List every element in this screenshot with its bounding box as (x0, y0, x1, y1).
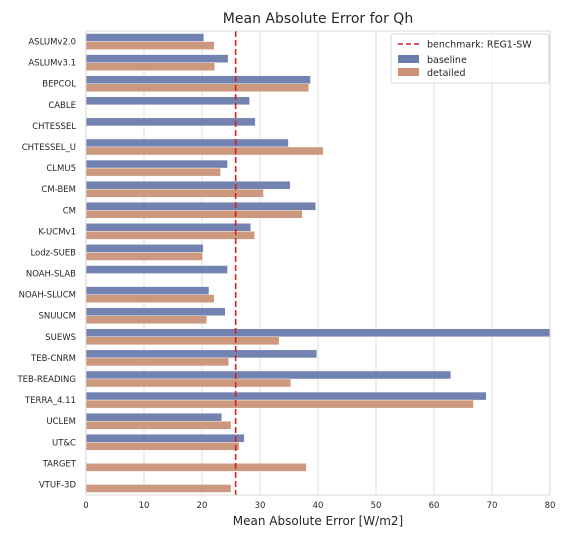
bar-detailed (85, 315, 207, 324)
bar-detailed (85, 62, 215, 71)
bar-detailed (85, 188, 264, 198)
bar-baseline (85, 75, 311, 84)
bar-detailed (85, 378, 291, 388)
bar-detailed (85, 357, 229, 367)
plot-frame (85, 30, 551, 496)
y-tick-label: SNUUCM (39, 312, 76, 322)
y-tick-label: TERRA_4.11 (24, 396, 76, 406)
y-tick-labels: ASLUMv2.0 ASLUMv3.1 BEPCOL CABLE CHTESSEL CHT… (16, 38, 76, 491)
legend-box (390, 33, 550, 84)
legend-benchmark-label: benchmark: REG1-SW (427, 40, 532, 51)
bar-baseline (85, 180, 291, 190)
y-tick-label: Lodz-SUEB (30, 248, 76, 258)
bar-detailed (85, 83, 309, 92)
x-tick-label: 30 (255, 501, 266, 511)
bar-baseline (85, 349, 318, 359)
y-tick-label: CABLE (48, 101, 76, 111)
x-tick-label: 80 (545, 501, 556, 511)
y-tick-label: TEB-READING (16, 375, 76, 385)
bar-detailed (85, 463, 307, 472)
bar-detailed (85, 210, 303, 219)
bar-baseline (85, 286, 210, 295)
y-tick-label: TEB-CNRM (30, 354, 76, 364)
y-tick-label: CHTESSEL_U (22, 143, 76, 153)
bar-detailed (85, 231, 255, 240)
bar-detailed (85, 41, 215, 50)
bar-baseline (85, 244, 204, 253)
bar-detailed (85, 420, 232, 430)
bar-detailed (85, 146, 324, 156)
chart-title: Mean Absolute Error for Qh (223, 11, 413, 27)
x-tick-label: 40 (313, 501, 324, 511)
y-tick-label: SUEWS (45, 333, 76, 343)
bar-baseline (85, 328, 551, 338)
y-tick-label: NOAH-SLUCM (19, 291, 76, 301)
y-tick-label: VTUF-3D (39, 480, 77, 490)
bar-baseline (85, 412, 222, 422)
bar-detailed (85, 294, 215, 303)
y-tick-label: CM (63, 206, 76, 216)
x-tick-label: 50 (371, 501, 382, 511)
bar-baseline (85, 138, 289, 148)
bar-baseline (85, 370, 452, 380)
bar-detailed (85, 442, 240, 451)
legend: benchmark: REG1-SW baseline detailed (390, 33, 550, 84)
legend-baseline-label: baseline (427, 55, 467, 66)
bar-detailed (85, 399, 474, 409)
bar-baseline (85, 54, 229, 63)
y-tick-label: CHTESSEL (32, 122, 76, 132)
bar-detailed (85, 167, 221, 177)
legend-detailed-label: detailed (427, 68, 466, 79)
bar-baseline (85, 223, 251, 232)
y-tick-label: UT&C (52, 438, 76, 448)
y-tick-label: BEPCOL (42, 80, 76, 90)
bar-baseline (85, 307, 226, 316)
y-tick-label: K-UCMv1 (38, 227, 76, 237)
bar-detailed (85, 252, 203, 261)
bar-baseline (85, 33, 204, 42)
x-tick-label: 10 (139, 501, 150, 511)
y-tick-label: CLMU5 (46, 164, 76, 174)
bar-baseline (85, 391, 487, 401)
y-tick-label: TARGET (42, 459, 77, 469)
bar-baseline (85, 434, 245, 443)
x-tick-labels: 0 10 20 30 40 50 60 70 80 (83, 501, 555, 511)
bar-detailed (85, 336, 280, 346)
bar-detailed (85, 484, 232, 493)
y-tick-label: ASLUMv2.0 (28, 38, 76, 48)
bar-baseline (85, 159, 228, 169)
x-tick-label: 60 (429, 501, 440, 511)
bar-baseline (85, 117, 256, 127)
legend-detailed-swatch (398, 68, 419, 76)
y-tick-label: NOAH-SLAB (26, 270, 76, 280)
bar-baseline (85, 265, 228, 274)
x-tick-label: 0 (83, 501, 88, 511)
x-tick-label: 70 (487, 501, 498, 511)
x-axis-label: Mean Absolute Error [W/m2] (233, 514, 403, 528)
y-tick-label: CM-BEM (41, 185, 76, 195)
y-tick-label: UCLEM (46, 417, 76, 427)
legend-baseline-swatch (398, 55, 419, 63)
bar-baseline (85, 202, 316, 211)
y-tick-label: ASLUMv3.1 (28, 59, 76, 69)
x-tick-label: 20 (197, 501, 208, 511)
bar-baseline (85, 96, 250, 106)
